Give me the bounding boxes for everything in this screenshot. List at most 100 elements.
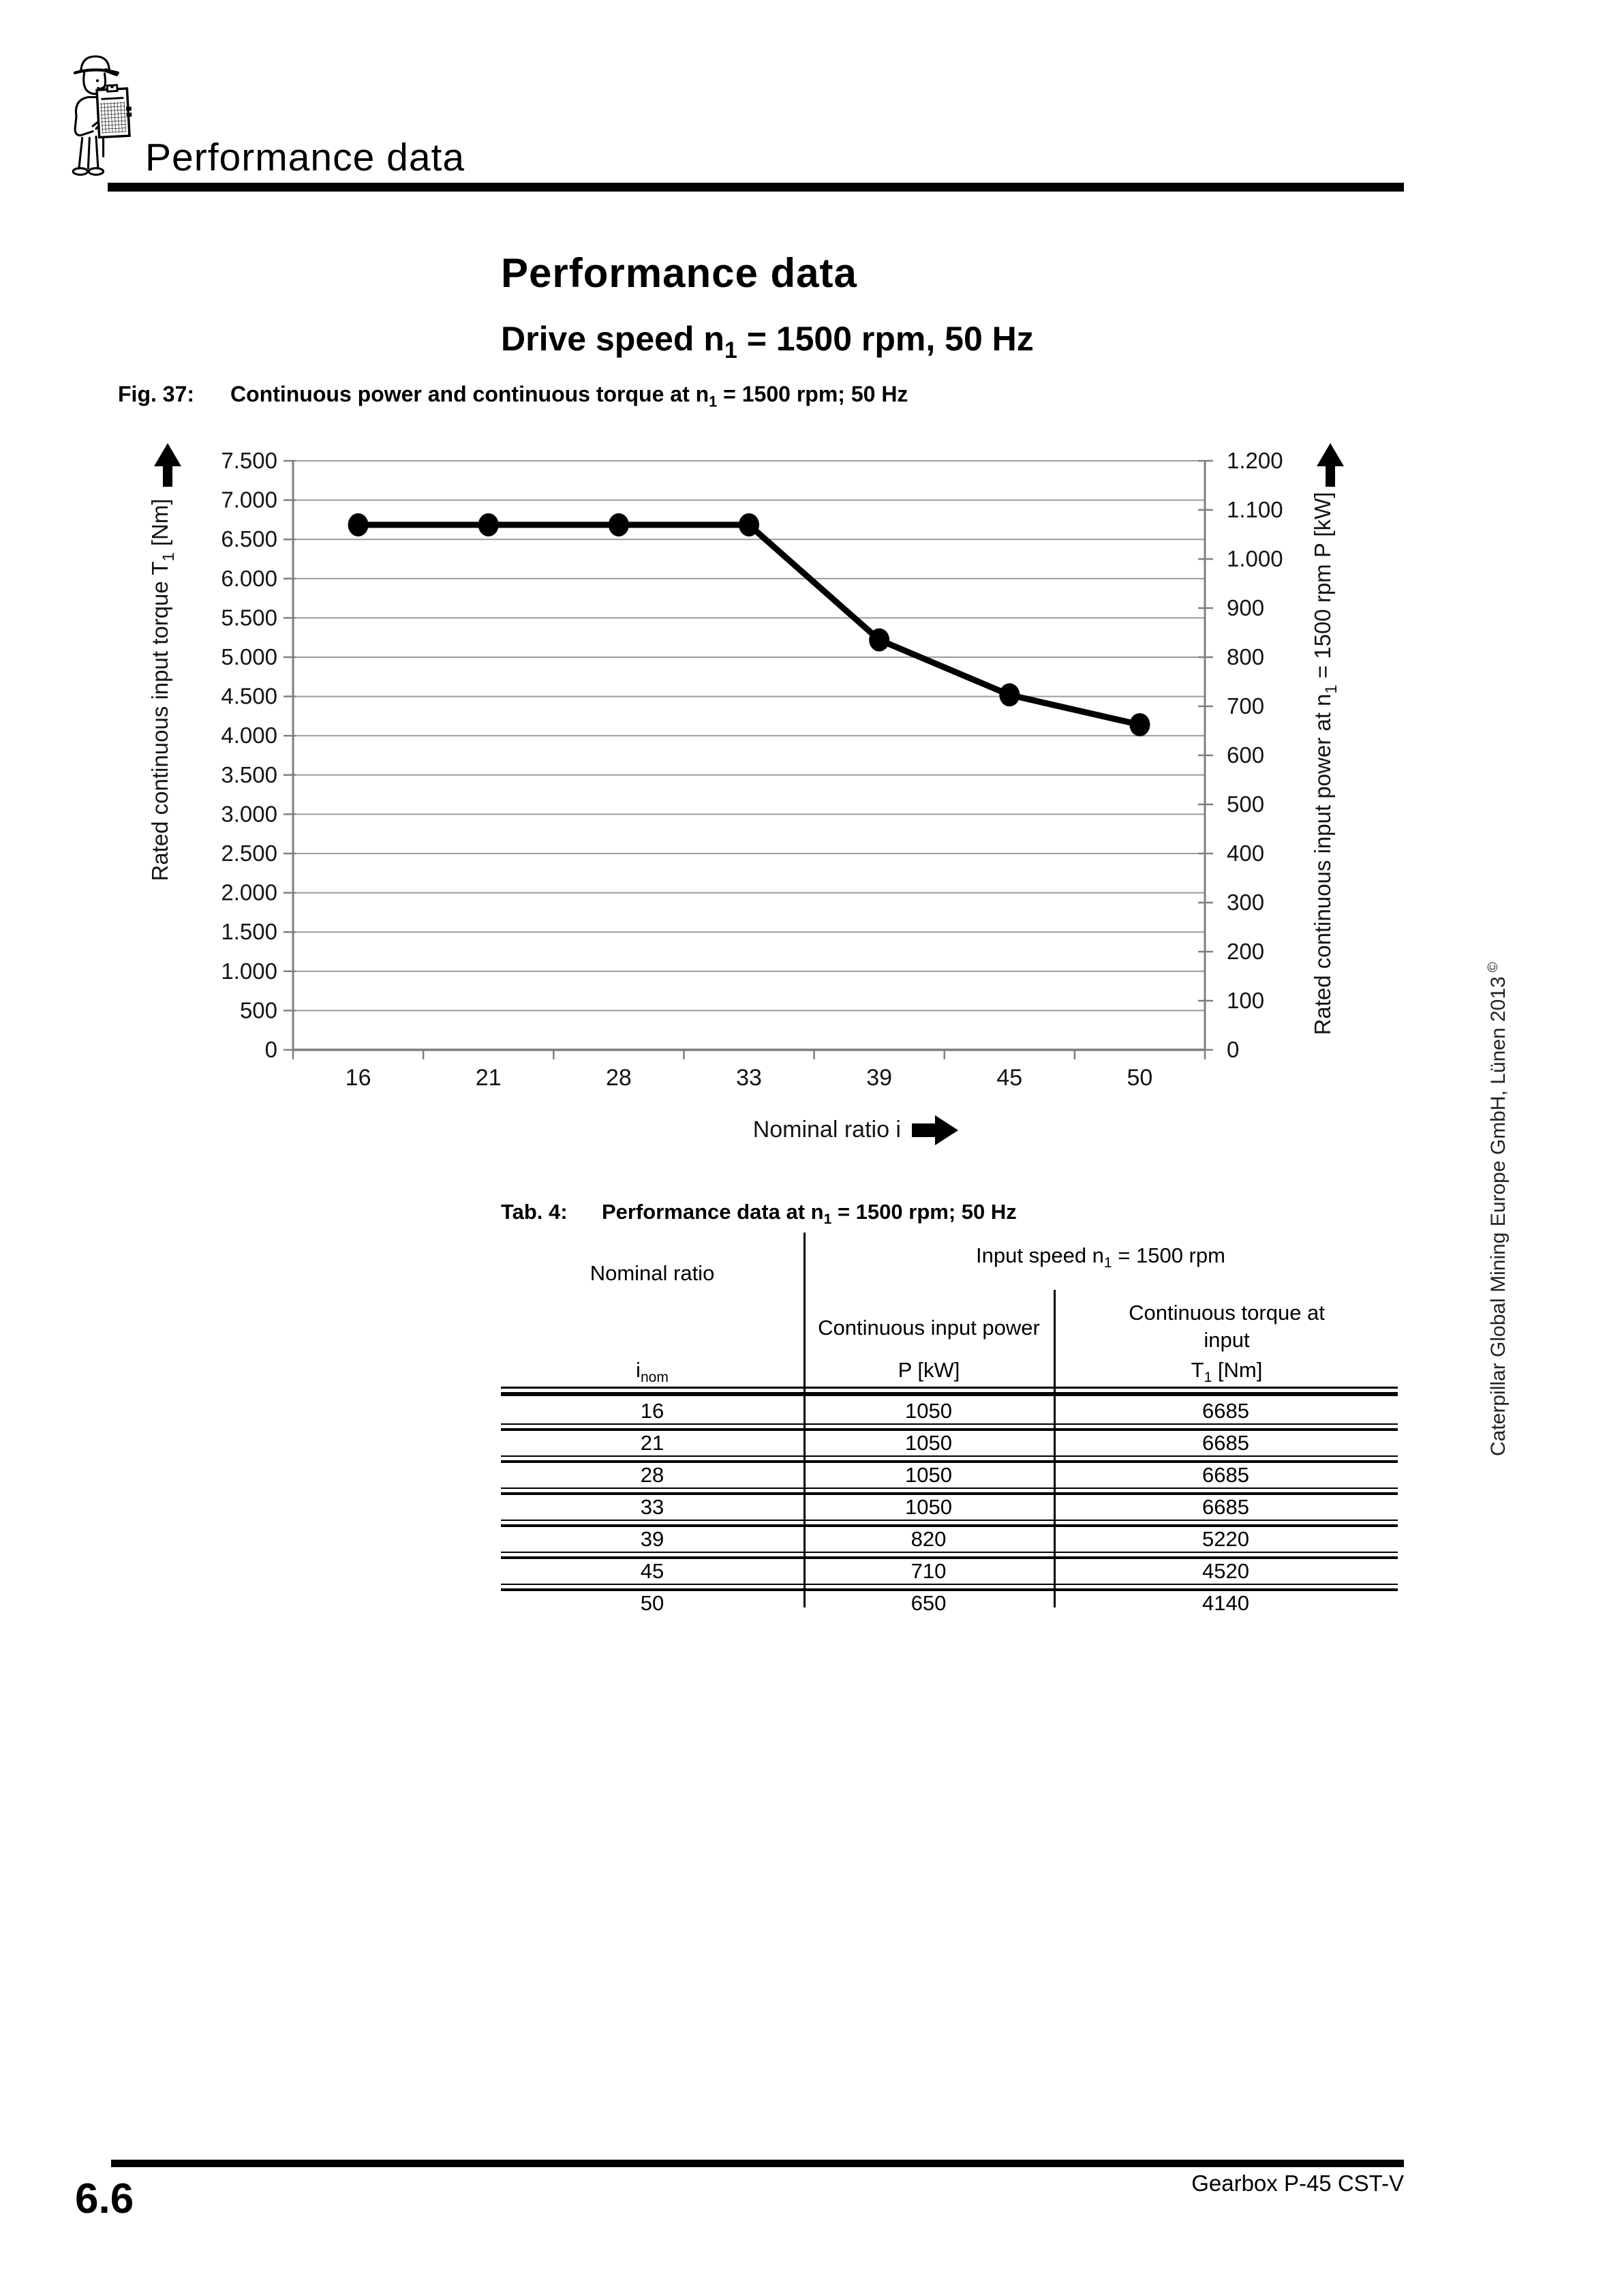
table-caption-subscript: 1: [823, 1211, 832, 1228]
table-cell: 1050: [905, 1495, 952, 1519]
right-axis-tick-label: 1.200: [1227, 448, 1283, 473]
table-row: 50 650 4140: [501, 1591, 1398, 1616]
input-speed-subscript: 1: [1103, 1255, 1112, 1271]
unit-header-t1-nm: T1 [Nm]: [1056, 1358, 1397, 1385]
x-axis-right-arrow-icon: [912, 1115, 958, 1145]
table-cell: 6685: [1202, 1495, 1249, 1519]
subtitle-subscript: 1: [724, 337, 737, 363]
figure-caption-pre: Continuous power and continuous torque a…: [230, 382, 709, 406]
left-axis-tick-label: 6.000: [221, 566, 277, 591]
left-axis-tick-label: 4.500: [221, 684, 277, 709]
col-header-continuous-torque: Continuous torque at input: [1129, 1301, 1325, 1352]
table-cell: 28: [640, 1463, 664, 1487]
table-vertical-divider-2: [1054, 1290, 1056, 1607]
right-axis-tick-label: 1.100: [1227, 497, 1283, 522]
figure-caption: Fig. 37: Continuous power and continuous…: [118, 382, 908, 410]
right-axis-tick-label: 700: [1227, 693, 1264, 719]
table-vertical-divider-1: [804, 1233, 806, 1607]
left-axis-tick-label: 3.500: [221, 762, 277, 787]
copyright-text: Caterpillar Global Mining Europe GmbH, L…: [1487, 976, 1510, 1456]
x-axis-tick-label: 28: [606, 1065, 632, 1091]
input-speed-pre: Input speed n: [976, 1243, 1104, 1267]
table-cell: 650: [911, 1591, 947, 1615]
row-separator: [501, 1520, 1398, 1527]
t1nm-post: [Nm]: [1212, 1358, 1263, 1382]
left-axis-tick-label: 4.000: [221, 723, 277, 748]
pkw-pre: P [kW]: [898, 1358, 960, 1382]
left-axis-tick-label: 5.000: [221, 644, 277, 669]
torque-axis-up-arrow-icon: [154, 443, 181, 487]
left-axis-tick-label: 7.500: [221, 448, 277, 473]
power-axis-up-arrow-icon: [1317, 443, 1344, 487]
table-cell: 39: [640, 1527, 664, 1551]
left-axis-tick-label: 500: [240, 997, 277, 1023]
input-speed-post: = 1500 rpm: [1112, 1243, 1225, 1267]
table-row: 28 1050 6685: [501, 1463, 1398, 1487]
copyright-symbol: ©: [1486, 962, 1501, 973]
right-axis-tick-label: 100: [1227, 988, 1264, 1013]
col-header-nominal-ratio: Nominal ratio: [590, 1261, 715, 1285]
page-subtitle: Drive speed n1 = 1500 rpm, 50 Hz: [501, 319, 1034, 362]
table-row: 39 820 5220: [501, 1527, 1398, 1552]
table-cell: 5220: [1202, 1527, 1249, 1551]
figure-caption-post: = 1500 rpm; 50 Hz: [717, 382, 908, 406]
x-axis-tick-label: 39: [866, 1065, 892, 1091]
figure-caption-subscript: 1: [709, 393, 718, 410]
table-cell: 1050: [905, 1463, 952, 1487]
right-axis-tick-label: 800: [1227, 644, 1264, 669]
left-axis-tick-label: 5.500: [221, 605, 277, 630]
data-point-marker: [869, 628, 890, 652]
left-axis-tick-label: 2.000: [221, 880, 277, 905]
table-caption-text: Performance data at n1 = 1500 rpm; 50 Hz: [602, 1200, 1017, 1228]
right-axis-tick-label: 900: [1227, 595, 1264, 620]
row-separator: [501, 1487, 1398, 1495]
data-point-marker: [348, 513, 369, 537]
right-axis-tick-label: 200: [1227, 939, 1264, 964]
row-separator: [501, 1552, 1398, 1559]
inom-subscript: nom: [640, 1370, 669, 1386]
data-point-marker: [739, 513, 759, 537]
table-row: 21 1050 6685: [501, 1431, 1398, 1455]
unit-header-p-kw: P [kW]: [806, 1358, 1052, 1383]
left-axis-tick-label: 2.500: [221, 841, 277, 866]
data-point-marker: [1129, 713, 1150, 737]
table-cell: 6685: [1202, 1463, 1249, 1487]
x-axis-tick-label: 45: [996, 1065, 1022, 1091]
col-group-header-input-speed: Input speed n1 = 1500 rpm: [804, 1243, 1398, 1271]
row-separator: [501, 1584, 1398, 1591]
footer-rule: [111, 2160, 1404, 2167]
page-header-title: Performance data: [145, 136, 465, 179]
data-point-marker: [478, 513, 499, 537]
x-axis-title: Nominal ratio i: [753, 1117, 901, 1143]
table-row: 45 710 4520: [501, 1559, 1398, 1584]
x-axis-tick-label: 33: [736, 1065, 762, 1091]
page-title: Performance data: [501, 250, 857, 296]
left-axis-tick-label: 6.500: [221, 526, 277, 552]
table-cell: 710: [911, 1559, 947, 1583]
col-header-continuous-power: Continuous input power: [818, 1316, 1040, 1340]
left-axis-title: Rated continuous input torque T1 [Nm]: [147, 498, 178, 881]
table-caption-pre: Performance data at n: [602, 1200, 824, 1224]
performance-chart: 7.500 7.000 6.500 6.000 5.500 5.000 4.500 4.000…: [147, 443, 1344, 1145]
data-point-marker: [608, 513, 629, 537]
footer-product: Gearbox P-45 CST-V: [1191, 2171, 1404, 2196]
left-axis-tick-label: 3.000: [221, 801, 277, 826]
subtitle-text-post: = 1500 rpm, 50 Hz: [737, 320, 1034, 358]
data-point-marker: [999, 683, 1020, 707]
header-rule: [108, 183, 1404, 192]
x-axis-tick-label: 16: [346, 1065, 371, 1091]
page-number: 6.6: [75, 2175, 134, 2222]
table-cell: 4140: [1202, 1591, 1249, 1615]
table-row: 33 1050 6685: [501, 1495, 1398, 1520]
t1nm-pre: T: [1191, 1358, 1204, 1382]
table-cell: 6685: [1202, 1431, 1249, 1455]
table-cell: 21: [640, 1431, 664, 1455]
table-header-separator: [501, 1387, 1398, 1396]
table-cell: 1050: [905, 1431, 952, 1455]
unit-header-inom: inom: [501, 1358, 804, 1386]
table-cell: 45: [640, 1559, 664, 1583]
right-axis-tick-label: 1.000: [1227, 546, 1283, 571]
inom-pre: i: [636, 1358, 641, 1382]
subtitle-text: Drive speed n: [501, 320, 724, 358]
left-axis-tick-label: 1.000: [221, 958, 277, 984]
